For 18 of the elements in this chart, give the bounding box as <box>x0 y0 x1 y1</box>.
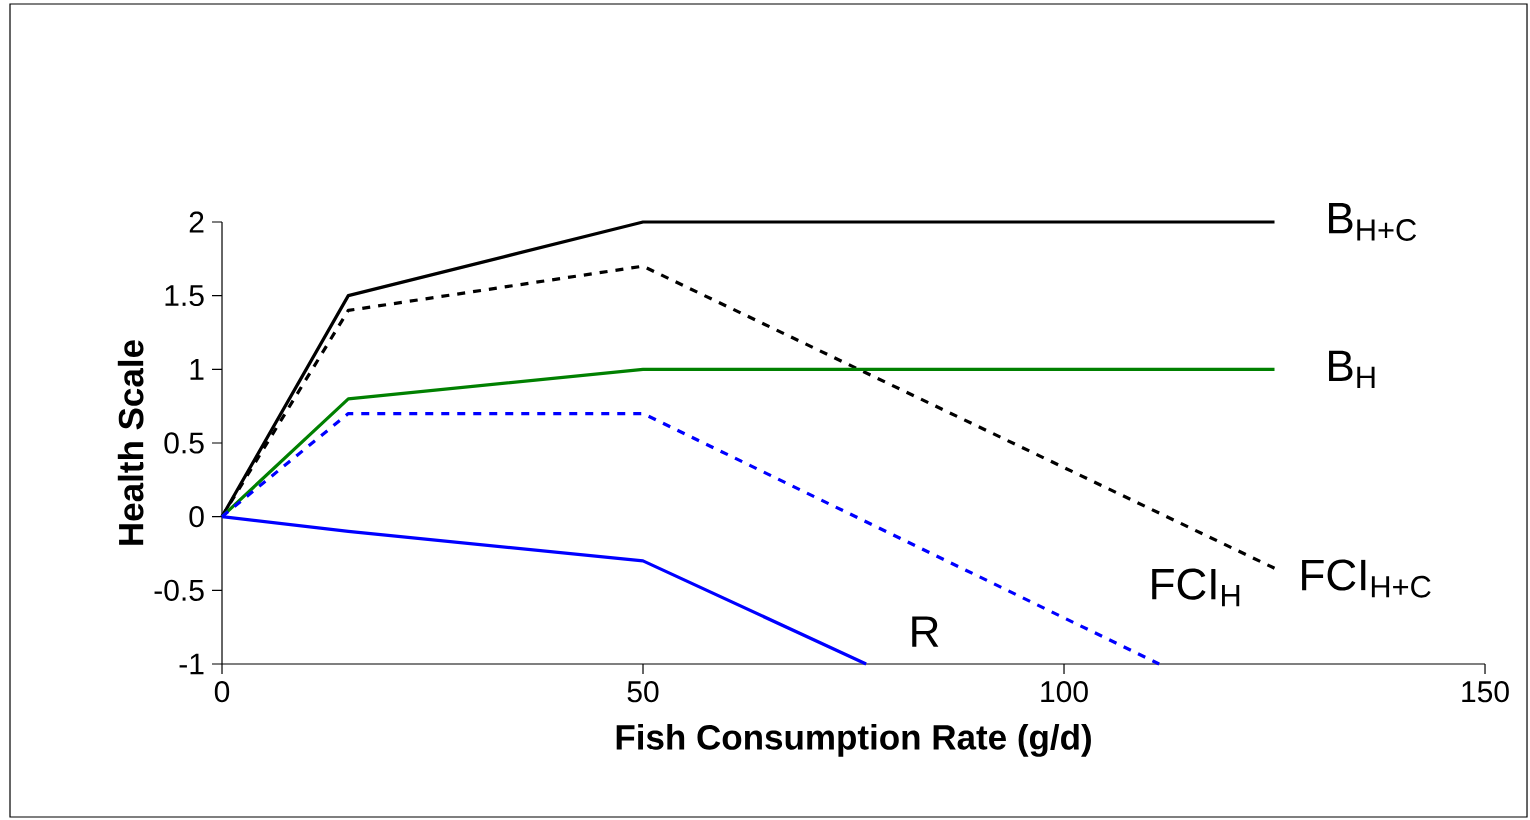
series-label: B$_{H+C}$ <box>1329 203 1417 241</box>
y-tick-label: -0.5 <box>154 579 204 601</box>
y-tick-label: 0.5 <box>164 432 204 454</box>
x-tick-label: 0 <box>214 681 230 703</box>
series-label: B$_{H}$ <box>1329 350 1375 388</box>
y-tick-label: 2 <box>189 211 204 233</box>
series-label: FCI$_{H}$ <box>1152 568 1240 607</box>
y-tick-label: 0 <box>189 506 204 528</box>
y-tick-label: 1.5 <box>165 285 204 307</box>
x-axis-title: Fish Consumption Rate (g/d) <box>616 724 1091 757</box>
series-label: R <box>912 616 939 647</box>
x-tick-label: 150 <box>1462 681 1509 703</box>
y-tick-label: 1 <box>190 359 204 380</box>
x-tick-label: 100 <box>1041 681 1088 703</box>
x-tick-label: 50 <box>627 681 659 703</box>
y-tick-label: -1 <box>179 653 204 675</box>
y-axis-title: Health Scale <box>117 340 144 545</box>
series-label: FCI$_{H+C}$ <box>1302 559 1431 598</box>
